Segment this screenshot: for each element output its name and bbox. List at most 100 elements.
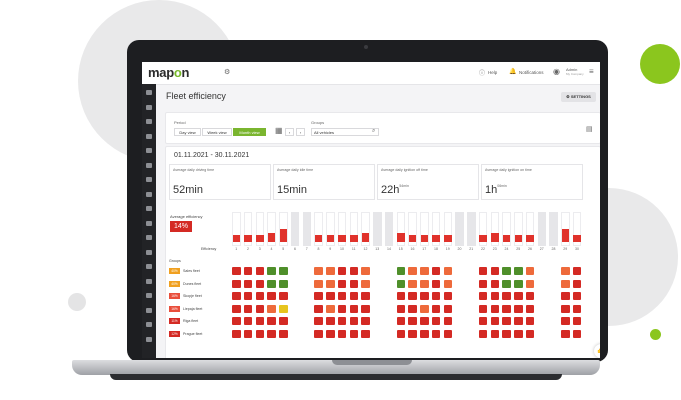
decor-green-dot: [650, 329, 661, 340]
efficiency-cell: [408, 317, 417, 326]
sidebar-nav-icon[interactable]: [146, 293, 152, 298]
day-number: 22: [481, 247, 485, 251]
efficiency-cell: [243, 304, 253, 313]
group-pct-badge: 11%: [169, 318, 180, 325]
efficiency-cell: [326, 330, 335, 338]
sidebar-nav-icon[interactable]: [146, 191, 152, 197]
efficiency-cell: [478, 279, 488, 288]
day-number: 13: [375, 247, 380, 251]
settings-button[interactable]: ⚙ SETTINGS: [561, 92, 596, 102]
help-icon[interactable]: ⓘ: [479, 71, 486, 77]
efficiency-cell: [443, 292, 452, 301]
groups-label: Groups: [311, 120, 325, 125]
efficiency-cell: [267, 317, 276, 326]
efficiency-cell: [525, 317, 535, 326]
bell-icon[interactable]: 🔔: [509, 69, 517, 75]
efficiency-cell: [279, 304, 288, 313]
notifications-link[interactable]: Notifications: [519, 70, 544, 75]
efficiency-cell: [514, 330, 523, 338]
sidebar-nav-icon[interactable]: [146, 90, 152, 95]
calendar-icon[interactable]: ▦: [275, 126, 283, 135]
efficiency-cell: [337, 304, 347, 313]
efficiency-bar: [244, 234, 252, 242]
efficiency-cell: [408, 292, 417, 301]
sidebar-nav-icon[interactable]: [146, 264, 152, 269]
day-number: 6: [294, 247, 296, 251]
efficiency-cell: [279, 279, 288, 288]
efficiency-cell: [361, 279, 370, 288]
efficiency-cell: [279, 292, 288, 301]
efficiency-cell: [431, 317, 441, 326]
day-column: [549, 212, 558, 246]
day-number: 21: [469, 247, 474, 251]
day-column: [267, 212, 276, 246]
sidebar-nav-icon[interactable]: [146, 278, 152, 284]
efficiency-cell: [561, 292, 570, 301]
sidebar-nav-icon[interactable]: [146, 322, 152, 327]
search-icon[interactable]: ⌕: [372, 128, 376, 134]
help-link[interactable]: Help: [488, 70, 498, 75]
sidebar-nav-icon[interactable]: [146, 249, 152, 255]
prev-period-button[interactable]: ‹: [285, 128, 294, 136]
day-number: 17: [422, 247, 427, 251]
sidebar-nav-icon[interactable]: [146, 104, 152, 110]
view-button[interactable]: Month view: [233, 128, 266, 136]
efficiency-row-label: Efficiency: [201, 247, 217, 251]
page-title: Fleet efficiency: [166, 91, 226, 101]
efficiency-cell: [443, 304, 452, 313]
day-number: 8: [317, 247, 320, 251]
gear-icon[interactable]: ⚙: [224, 69, 231, 76]
groups-header: Groups: [169, 259, 181, 263]
efficiency-cell: [232, 267, 241, 275]
day-number: 15: [398, 247, 403, 251]
efficiency-cell: [232, 292, 241, 301]
view-button[interactable]: Day view: [174, 128, 201, 136]
group-pct-badge: 40%: [169, 280, 180, 287]
day-column: [337, 212, 347, 246]
group-name: Skopje fleet: [183, 294, 202, 299]
filter-card: Period Day view Week view Month view ▦ ‹ ›…: [165, 112, 600, 144]
sidebar-nav-icon[interactable]: [146, 336, 152, 342]
sidebar-nav-icon[interactable]: [146, 220, 152, 226]
sidebar-nav-icon[interactable]: [146, 162, 152, 168]
day-number: 1: [235, 247, 238, 251]
sidebar-nav-icon[interactable]: [146, 235, 152, 240]
efficiency-cell: [267, 330, 276, 338]
sidebar-nav-icon[interactable]: [146, 148, 152, 153]
day-number: 27: [539, 247, 544, 251]
app-logo[interactable]: mapon: [148, 65, 190, 80]
day-number: 12: [363, 247, 368, 251]
day-number: 9: [329, 247, 332, 251]
export-icon[interactable]: ▤: [586, 126, 593, 133]
efficiency-cell: [502, 292, 511, 301]
user-avatar-icon[interactable]: ◉: [553, 67, 560, 76]
efficiency-cell: [243, 292, 253, 301]
group-pct-badge: 12%: [169, 331, 180, 337]
groups-select[interactable]: All vehicles: [311, 128, 379, 136]
efficiency-bar: [361, 233, 370, 242]
efficiency-cell: [420, 267, 429, 275]
app-screen: mapon ⚙ ⓘ Help 🔔 Notifications ◉ Admin M…: [142, 62, 600, 358]
efficiency-cell: [572, 317, 582, 326]
next-period-button[interactable]: ›: [296, 128, 305, 136]
user-name[interactable]: Admin: [566, 67, 578, 72]
efficiency-cell: [361, 317, 370, 326]
sidebar-nav-icon[interactable]: [146, 133, 152, 139]
day-number: 30: [575, 247, 579, 251]
efficiency-cell: [255, 267, 264, 275]
sidebar-nav-icon[interactable]: [146, 177, 152, 182]
view-button[interactable]: Week view: [202, 128, 232, 136]
sidebar-nav-icon[interactable]: [146, 206, 152, 211]
efficiency-cell: [396, 292, 405, 301]
efficiency-bar: [502, 234, 511, 242]
sidebar-nav-icon[interactable]: [146, 119, 152, 124]
efficiency-bar: [432, 234, 440, 242]
camera-icon: [364, 45, 368, 49]
efficiency-cell: [361, 292, 370, 301]
menu-icon[interactable]: ≡: [589, 67, 594, 76]
sidebar-nav-icon[interactable]: [146, 307, 152, 313]
efficiency-cell: [255, 317, 264, 326]
efficiency-cell: [478, 267, 488, 275]
thumbs-up-button[interactable]: 👍: [594, 344, 600, 358]
efficiency-cell: [561, 279, 570, 288]
